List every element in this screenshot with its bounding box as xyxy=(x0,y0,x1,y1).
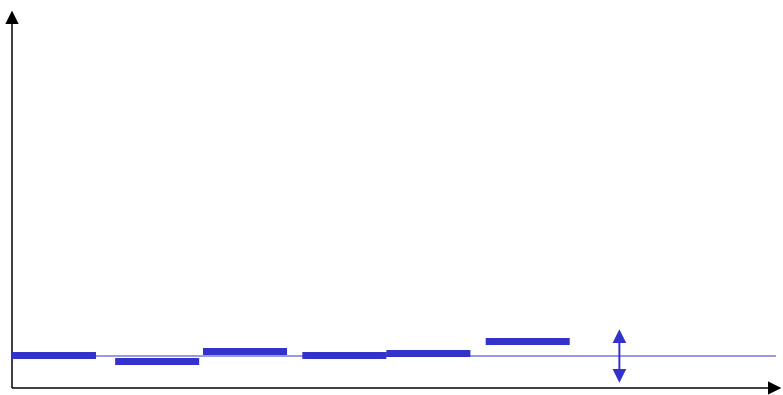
segment-group xyxy=(12,338,570,365)
step-segment-4 xyxy=(302,352,387,359)
step-segment-2 xyxy=(115,358,200,365)
step-segment-6 xyxy=(485,338,570,345)
step-segment-5 xyxy=(386,350,471,357)
step-segment-3 xyxy=(203,348,288,355)
step-segment-1 xyxy=(12,352,97,359)
